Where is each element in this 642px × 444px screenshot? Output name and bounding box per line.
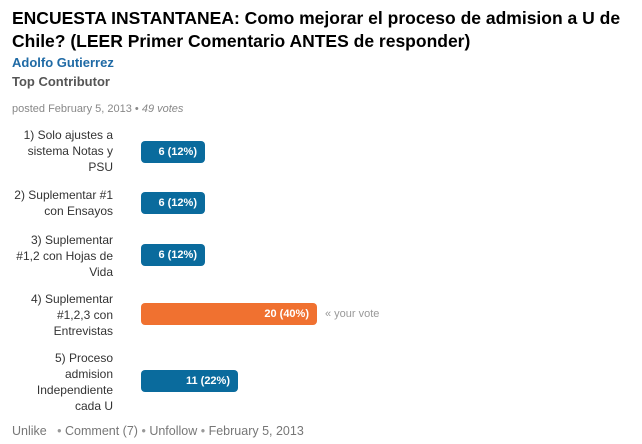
poll-option-2: 2) Suplementar #1 con Ensayos 6 (12%)	[12, 187, 612, 223]
poll-result-bar[interactable]: 6 (12%)	[141, 192, 205, 214]
poll-result-bar[interactable]: 6 (12%)	[141, 141, 205, 163]
author-role: Top Contributor	[12, 74, 110, 89]
separator: •	[200, 424, 209, 438]
your-vote-marker: « your vote	[325, 308, 380, 320]
poll-option-4: 4) Suplementar #1,2,3 con Entrevistas 20…	[12, 291, 612, 341]
comment-link[interactable]: Comment (7)	[65, 424, 138, 438]
poll-title: ENCUESTA INSTANTANEA: Como mejorar el pr…	[12, 8, 621, 51]
unfollow-link[interactable]: Unfollow	[149, 424, 198, 438]
poll-post: ENCUESTA INSTANTANEA: Como mejorar el pr…	[12, 0, 632, 444]
poll-result-bar[interactable]: 20 (40%)	[141, 303, 317, 325]
post-meta: posted February 5, 2013 • 49 votes	[12, 103, 183, 115]
poll-result-bar[interactable]: 6 (12%)	[141, 244, 205, 266]
vote-count: 49 votes	[141, 103, 184, 115]
poll-option-label: 5) Proceso admision Independiente cada U	[36, 351, 113, 413]
post-date-link[interactable]: February 5, 2013	[208, 424, 304, 438]
separator: •	[141, 424, 150, 438]
unlike-link[interactable]: Unlike	[12, 424, 47, 438]
poll-option-label: 2) Suplementar #1 con Ensayos	[14, 188, 113, 218]
poll-option-5: 5) Proceso admision Independiente cada U…	[12, 350, 612, 416]
posted-date: posted February 5, 2013 •	[12, 103, 139, 115]
separator: •	[50, 424, 66, 438]
poll-result-bar[interactable]: 11 (22%)	[141, 370, 238, 392]
poll-option-3: 3) Suplementar #1,2 con Hojas de Vida 6 …	[12, 232, 612, 282]
poll-option-1: 1) Solo ajustes a sistema Notas y PSU 6 …	[12, 127, 612, 177]
post-actions: Unlike • Comment (7) • Unfollow • Februa…	[12, 424, 304, 438]
author-link[interactable]: Adolfo Gutierrez	[12, 55, 114, 70]
poll-option-label: 4) Suplementar #1,2,3 con Entrevistas	[30, 292, 113, 338]
poll-option-label: 3) Suplementar #1,2 con Hojas de Vida	[16, 233, 113, 279]
poll-option-label: 1) Solo ajustes a sistema Notas y PSU	[23, 128, 113, 174]
